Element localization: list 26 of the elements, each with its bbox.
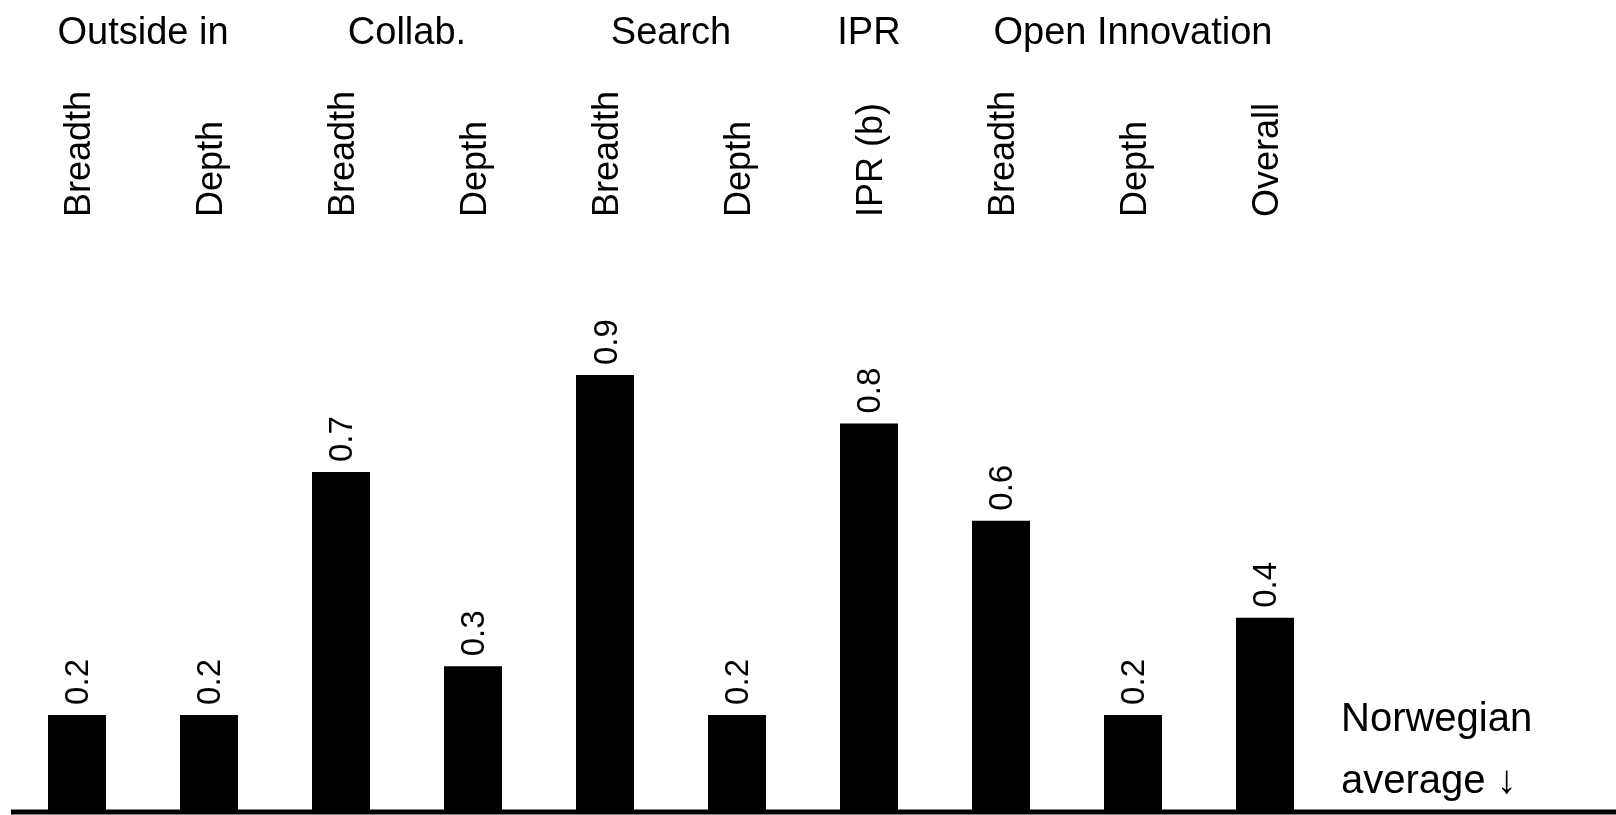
text: Norwegian average ↓ (1341, 694, 1534, 803)
data-label: 0.3 (454, 610, 492, 657)
data-label: 0.2 (718, 659, 756, 705)
data-label: 0.2 (1114, 659, 1152, 705)
data-label: 0.9 (586, 319, 624, 365)
data-label: 0.2 (190, 659, 228, 705)
x-tick-label: Depth (188, 120, 230, 217)
x-tick-label: Overall (1244, 102, 1286, 217)
text: Collab. (347, 10, 467, 52)
x-tick-label: Breadth (980, 90, 1022, 217)
x-tick-label: Depth (452, 120, 494, 217)
x-tick-label: Breadth (56, 90, 98, 217)
text: Search (610, 10, 732, 52)
data-label: 0.2 (58, 659, 96, 705)
x-tick-label: IPR (b) (848, 102, 890, 217)
x-tick-label: Depth (716, 120, 758, 217)
x-tick-label: Depth (1112, 120, 1154, 217)
x-tick-label: Breadth (584, 90, 626, 217)
data-label: 0.4 (1246, 561, 1284, 608)
text: Open Innovation (992, 9, 1274, 54)
data-label: 0.8 (850, 367, 888, 414)
data-label: 0.7 (322, 416, 360, 463)
x-tick-label: Breadth (320, 90, 362, 217)
text: IPR (837, 10, 901, 52)
data-label: 0.6 (982, 464, 1020, 511)
text: Outside in (56, 9, 230, 54)
